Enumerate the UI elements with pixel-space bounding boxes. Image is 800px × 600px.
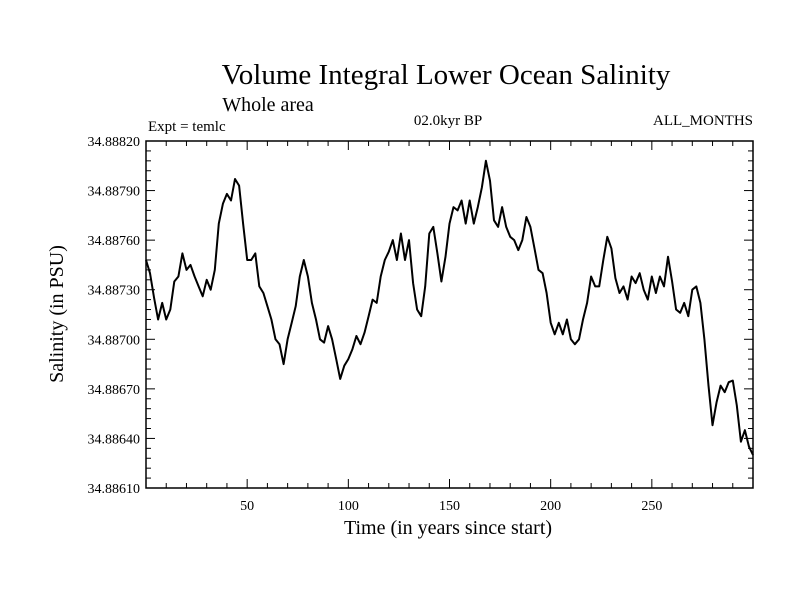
- x-tick-label: 100: [338, 499, 359, 514]
- y-axis-tick-labels: 34.88610 34.88640 34.88670 34.88700 34.88730…: [88, 135, 141, 497]
- salinity-series-line: [145, 159, 754, 456]
- y-tick-label: 34.88700: [88, 333, 141, 348]
- y-tick-label: 34.88790: [88, 185, 141, 200]
- period-label: 02.0kyr BP: [414, 113, 482, 129]
- y-tick-label: 34.88640: [88, 432, 141, 447]
- plot-frame: [145, 140, 754, 489]
- y-axis-label: Salinity (in PSU): [46, 245, 68, 383]
- y-tick-label: 34.88730: [88, 284, 141, 299]
- y-tick-label: 34.88670: [88, 383, 141, 398]
- x-axis-label: Time (in years since start): [344, 517, 552, 539]
- chart-subtitle: Whole area: [222, 94, 314, 116]
- x-axis-tick-labels: 50 100 150 200 250: [240, 499, 662, 514]
- x-tick-label: 200: [540, 499, 561, 514]
- x-tick-label: 50: [240, 499, 254, 514]
- axis-ticks: [146, 140, 753, 489]
- x-tick-label: 250: [641, 499, 662, 514]
- chart-title: Volume Integral Lower Ocean Salinity: [222, 59, 671, 91]
- y-tick-label: 34.88820: [88, 135, 141, 150]
- months-label: ALL_MONTHS: [653, 113, 753, 129]
- y-tick-label: 34.88610: [88, 482, 141, 497]
- y-tick-label: 34.88760: [88, 234, 141, 249]
- experiment-label: Expt = temlc: [148, 119, 226, 135]
- x-tick-label: 150: [439, 499, 460, 514]
